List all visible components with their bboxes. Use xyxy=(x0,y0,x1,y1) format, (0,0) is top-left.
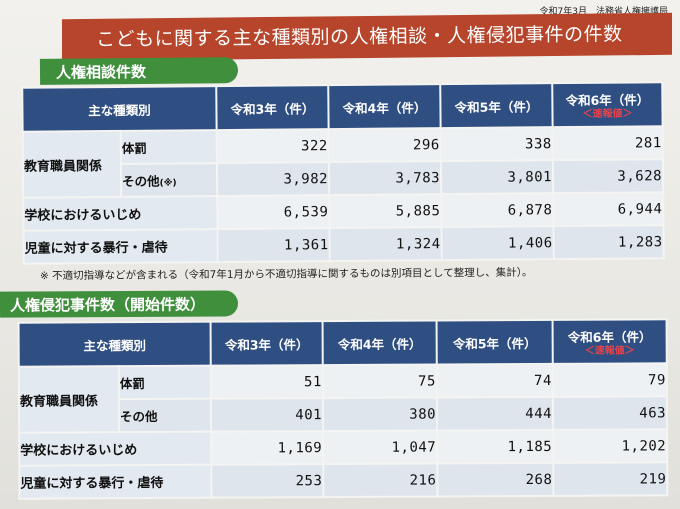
cell-value: 3,628 xyxy=(552,159,664,194)
group-label-teachers: 教育職員関係 xyxy=(18,366,120,433)
cell-value: 463 xyxy=(552,396,668,430)
section-heading-consultation: 人権相談件数 xyxy=(39,57,239,85)
column-header-r6: 令和6年（件） ＜速報値＞ xyxy=(552,319,667,364)
cell-value: 1,283 xyxy=(553,225,664,260)
cell-value: 253 xyxy=(211,464,324,498)
cell-value: 281 xyxy=(552,126,663,161)
table-row: 学校におけるいじめ 1,169 1,047 1,185 1,202 xyxy=(19,429,668,466)
row-label: その他 xyxy=(121,173,160,189)
cell-value: 268 xyxy=(437,462,554,497)
cell-value: 1,047 xyxy=(323,430,438,465)
table-row: 児童に対する暴行・虐待 1,361 1,324 1,406 1,283 xyxy=(23,225,664,264)
cell-value: 6,539 xyxy=(217,195,330,230)
cell-value: 1,169 xyxy=(211,431,324,465)
consultation-table: 主な種類別 令和3年（件） 令和4年（件） 令和5年（件） 令和6年（件） ＜速… xyxy=(21,81,665,265)
cell-value: 444 xyxy=(436,396,554,431)
preliminary-note: ＜速報値＞ xyxy=(582,108,633,120)
cell-value: 296 xyxy=(328,128,441,163)
row-label: 学校におけるいじめ xyxy=(23,196,218,231)
column-header-category: 主な種類別 xyxy=(22,86,217,132)
preliminary-note: ＜速報値＞ xyxy=(584,345,635,357)
row-label: 体罰 xyxy=(118,365,211,400)
cell-value: 216 xyxy=(323,463,438,498)
column-header-r6-label: 令和6年（件） xyxy=(565,92,650,109)
cell-value: 5,885 xyxy=(329,194,442,229)
column-header-r6-label: 令和6年（件） xyxy=(567,329,652,345)
cell-value: 1,185 xyxy=(437,429,554,464)
cell-value: 338 xyxy=(440,127,553,162)
column-header-r3: 令和3年（件） xyxy=(210,321,323,366)
row-label-cell: その他(※) xyxy=(120,163,218,197)
cell-value: 322 xyxy=(216,129,329,164)
cell-value: 3,783 xyxy=(328,161,442,196)
section-heading-infringement: 人権侵犯事件数（開始件数） xyxy=(0,290,239,318)
cell-value: 1,406 xyxy=(441,226,554,261)
row-label: 児童に対する暴行・虐待 xyxy=(23,229,218,264)
column-header-r4: 令和4年（件） xyxy=(328,84,441,130)
cell-value: 380 xyxy=(322,397,438,432)
cell-value: 3,982 xyxy=(216,162,330,197)
cell-value: 75 xyxy=(322,364,437,399)
row-label-suffix: (※) xyxy=(159,178,177,189)
cell-value: 1,324 xyxy=(329,227,442,262)
cell-value: 6,878 xyxy=(441,193,554,228)
column-header-r5: 令和5年（件） xyxy=(440,83,553,129)
column-header-r6: 令和6年（件） ＜速報値＞ xyxy=(552,82,663,128)
page-title: こどもに関する主な種類別の人権相談・人権侵犯事件の件数 xyxy=(95,23,623,51)
table-header-row: 主な種類別 令和3年（件） 令和4年（件） 令和5年（件） 令和6年（件） ＜速… xyxy=(22,82,663,132)
cell-value: 79 xyxy=(552,363,667,397)
column-header-r4: 令和4年（件） xyxy=(322,320,437,366)
column-header-r5: 令和5年（件） xyxy=(436,319,553,365)
infringement-table: 主な種類別 令和3年（件） 令和4年（件） 令和5年（件） 令和6年（件） ＜速… xyxy=(18,318,669,499)
column-header-r3: 令和3年（件） xyxy=(216,85,329,131)
cell-value: 51 xyxy=(210,365,323,399)
cell-value: 1,202 xyxy=(553,429,668,463)
column-header-category: 主な種類別 xyxy=(18,321,211,367)
cell-value: 219 xyxy=(553,462,668,496)
footnote: ※ 不適切指導などが含まれる（令和7年1月から不適切指導に関するものは別項目とし… xyxy=(39,266,533,283)
group-label-teachers: 教育職員関係 xyxy=(22,130,122,198)
row-label: 体罰 xyxy=(120,130,217,164)
table-row: 教育職員関係 体罰 51 75 74 79 xyxy=(18,363,667,433)
row-label: その他 xyxy=(118,398,212,433)
date-org-line: 令和7年3月 法務省人権擁護局 xyxy=(539,7,668,17)
row-label: 学校におけるいじめ xyxy=(19,431,212,466)
table-row: 児童に対する暴行・虐待 253 216 268 219 xyxy=(19,462,668,499)
table-header-row: 主な種類別 令和3年（件） 令和4年（件） 令和5年（件） 令和6年（件） ＜速… xyxy=(18,319,667,367)
cell-value: 3,801 xyxy=(440,160,554,195)
table-row: 教育職員関係 体罰 322 296 338 281 xyxy=(22,126,663,198)
cell-value: 1,361 xyxy=(217,228,330,263)
cell-value: 6,944 xyxy=(553,192,664,227)
cell-value: 74 xyxy=(436,363,553,398)
table-row: 学校におけるいじめ 6,539 5,885 6,878 6,944 xyxy=(23,192,664,231)
cell-value: 401 xyxy=(210,398,324,432)
row-label: 児童に対する暴行・虐待 xyxy=(19,464,212,499)
